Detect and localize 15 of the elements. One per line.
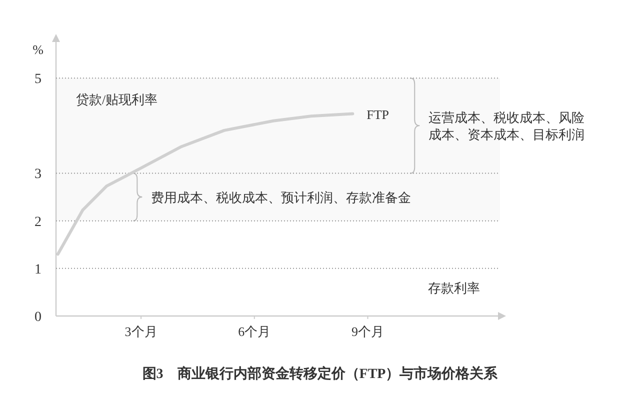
ref-line-label: 贷款/贴现利率 [76,92,158,108]
x-tick-label: 6个月 [238,324,271,339]
y-tick-label: 0 [34,310,42,325]
series-label: FTP [366,106,390,122]
x-tick-label: 9个月 [351,324,384,339]
y-tick-label: 5 [34,72,42,88]
x-tick-label: 3个月 [124,324,158,339]
y-tick-label: 2 [34,214,42,230]
band-label: 运营成本、税收成本、风险成本、资本成本、目标利润 [428,110,585,142]
ref-line-label: 存款利率 [428,280,480,296]
text: 图3 商业银行内部资金转移定价（FTP）与市场价格关系 [142,365,499,382]
band-label: 费用成本、税收成本、预计利润、存款准备金 [151,190,412,206]
y-tick-label: 3 [34,167,42,182]
y-tick-label: 1 [34,262,42,278]
y-axis-title: % [32,42,44,57]
